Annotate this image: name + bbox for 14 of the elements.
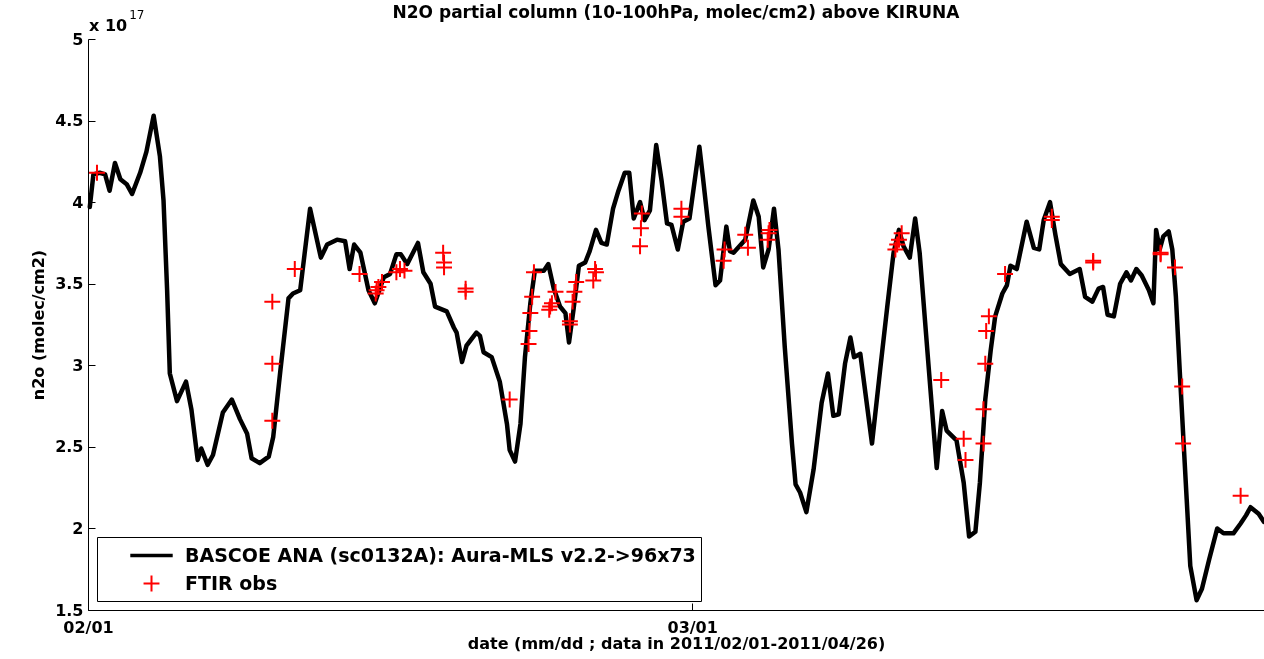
y-tick-label: 5 (72, 29, 84, 49)
y-tick-label: 4.5 (55, 111, 84, 131)
y-tick-label: 1.5 (55, 600, 84, 620)
y-tick-label: 2 (72, 518, 84, 538)
y-tick-label: 4 (72, 192, 84, 212)
y-tick-label: 2.5 (55, 437, 84, 457)
x-tick-label: 02/01 (63, 617, 114, 637)
text: x 10$^{17}$ (89, 8, 145, 37)
legend-label: FTIR obs (185, 571, 278, 594)
y-axis-title: n2o (molec/cm2) (29, 249, 49, 401)
chart-title: N2O partial column (10-100hPa, molec/cm2) above KIRUNA (392, 2, 961, 22)
legend-label: BASCOE ANA (sc0132A): Aura-MLS v2.2->96x73 (185, 543, 696, 566)
y-tick-label: 3 (72, 355, 84, 375)
y-tick-label: 3.5 (55, 274, 84, 294)
